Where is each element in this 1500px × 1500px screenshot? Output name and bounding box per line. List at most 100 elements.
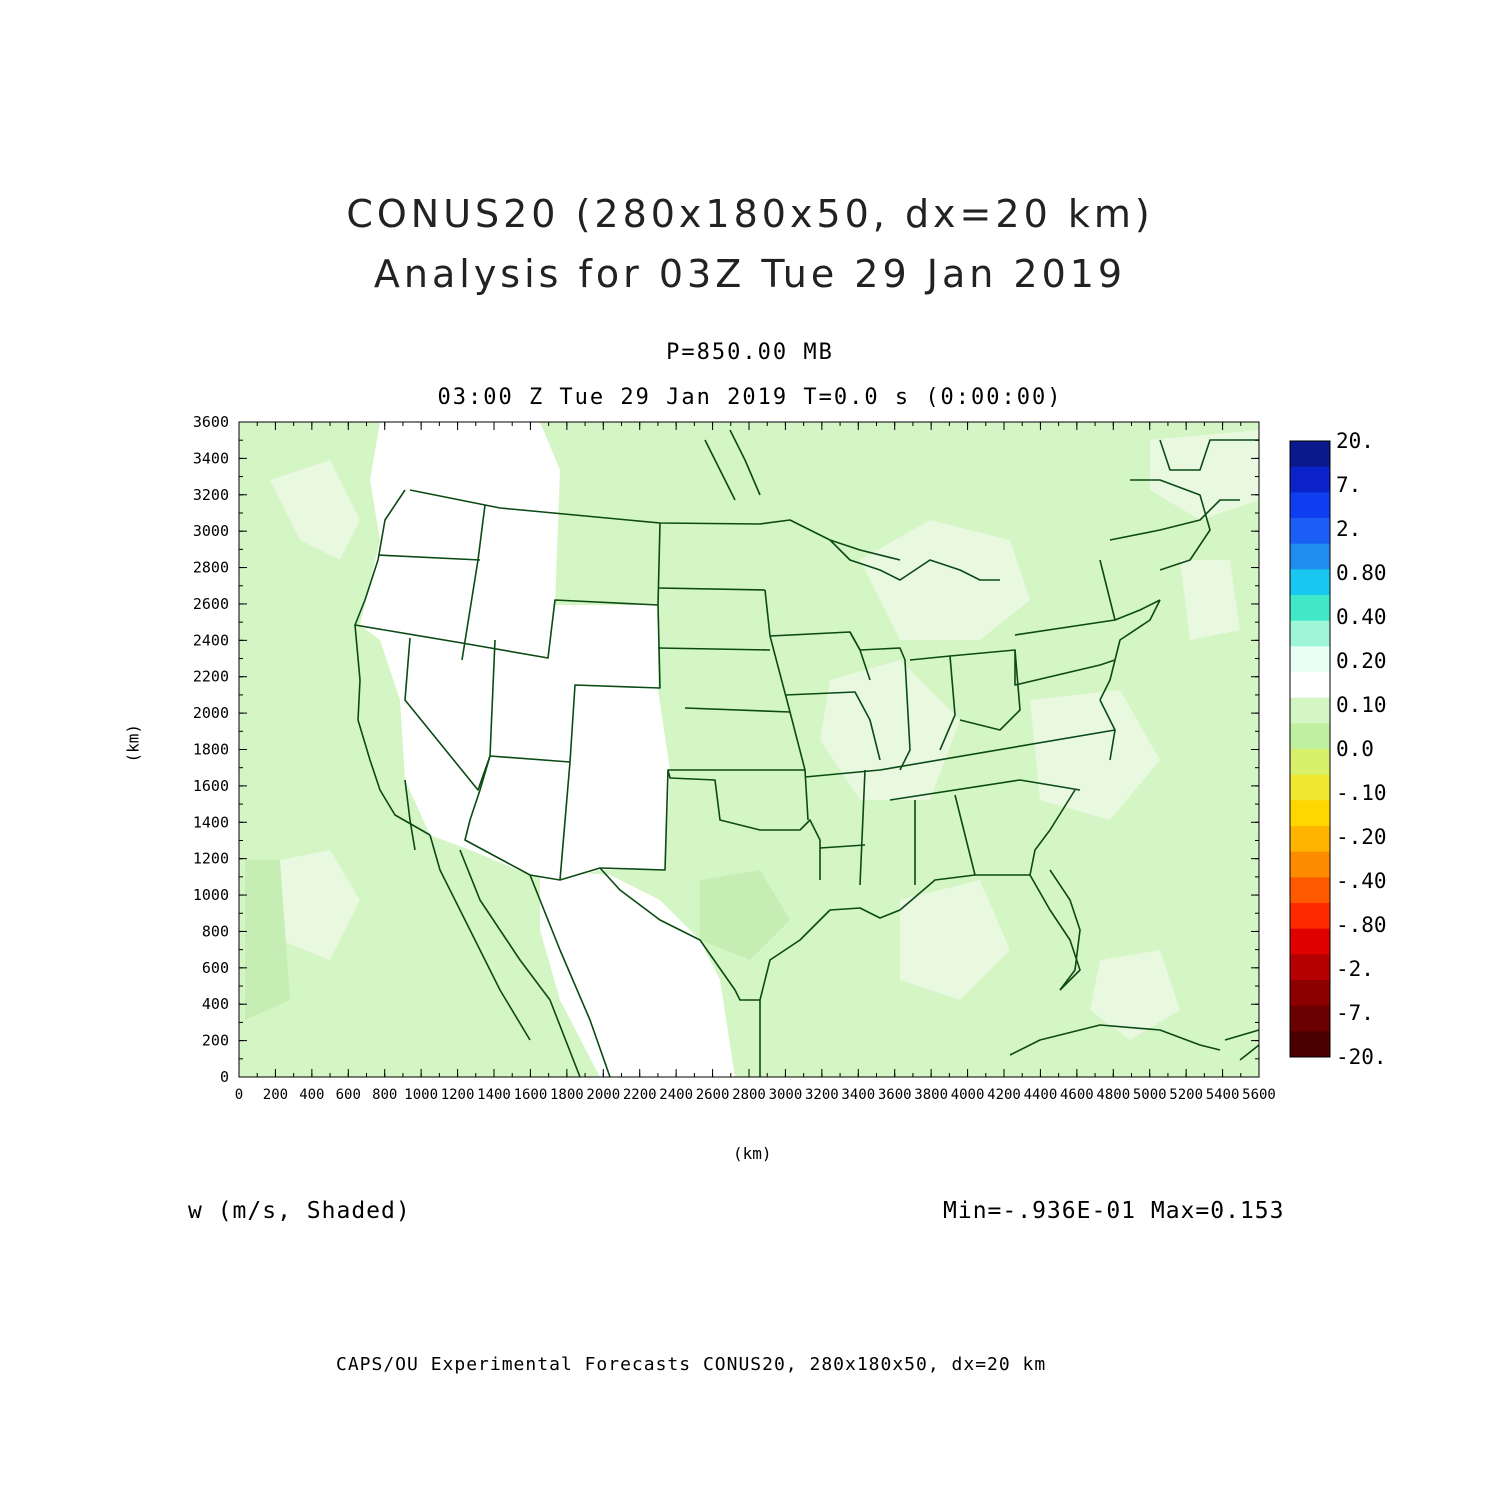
min-max-label: Min=-.936E-01 Max=0.153 bbox=[943, 1198, 1285, 1224]
colorbar-swatch bbox=[1290, 774, 1330, 801]
x-tick-label: 1400 bbox=[477, 1087, 511, 1103]
x-tick-label: 4600 bbox=[1060, 1087, 1094, 1103]
colorbar-label: 0.40 bbox=[1336, 605, 1387, 629]
colorbar-swatch bbox=[1290, 1005, 1330, 1032]
colorbar-swatch bbox=[1290, 877, 1330, 904]
x-tick-label: 4000 bbox=[951, 1087, 985, 1103]
y-tick-label: 3600 bbox=[193, 413, 229, 431]
x-tick-label: 600 bbox=[336, 1087, 361, 1103]
y-axis-ticks: 0 200 400 600 800 1000 1200 1400 1600 1800 2000 220… bbox=[193, 413, 1259, 1086]
x-tick-label: 2800 bbox=[732, 1087, 766, 1103]
colorbar-border bbox=[1289, 440, 1331, 1058]
title-line-1: CONUS20 (280x180x50, dx=20 km) bbox=[346, 192, 1154, 236]
colorbar-swatch bbox=[1290, 672, 1330, 699]
x-tick-label: 5400 bbox=[1206, 1087, 1240, 1103]
colorbar-swatch bbox=[1290, 466, 1330, 493]
colorbar-label: -2. bbox=[1336, 957, 1374, 981]
boundary-lines bbox=[354, 429, 1260, 1078]
shaded-field bbox=[245, 422, 1259, 1077]
y-tick-label: 2200 bbox=[193, 668, 229, 686]
x-tick-label: 0 bbox=[235, 1087, 243, 1103]
colorbar-label: 0.10 bbox=[1336, 693, 1387, 717]
colorbar-swatch bbox=[1290, 954, 1330, 981]
x-tick-label: 1200 bbox=[441, 1087, 475, 1103]
x-tick-label: 3400 bbox=[841, 1087, 875, 1103]
x-tick-label: 3000 bbox=[769, 1087, 803, 1103]
x-tick-label: 200 bbox=[263, 1087, 288, 1103]
y-tick-label: 400 bbox=[202, 995, 229, 1013]
colorbar-label: 2. bbox=[1336, 517, 1361, 541]
colorbar-swatch bbox=[1290, 595, 1330, 622]
y-tick-label: 1800 bbox=[193, 741, 229, 759]
pressure-level: P=850.00 MB bbox=[666, 340, 834, 365]
colorbar-swatch bbox=[1290, 723, 1330, 750]
colorbar-swatch bbox=[1290, 697, 1330, 724]
colorbar-swatch bbox=[1290, 518, 1330, 545]
colorbar-label: 0.20 bbox=[1336, 649, 1387, 673]
y-tick-label: 1000 bbox=[193, 886, 229, 904]
x-tick-label: 3600 bbox=[878, 1087, 912, 1103]
y-tick-label: 200 bbox=[202, 1032, 229, 1050]
y-tick-label: 0 bbox=[220, 1068, 229, 1086]
x-tick-label: 2600 bbox=[696, 1087, 730, 1103]
colorbar-swatch bbox=[1290, 980, 1330, 1007]
valid-time: 03:00 Z Tue 29 Jan 2019 T=0.0 s (0:00:00… bbox=[437, 385, 1063, 410]
colorbar-label: 0.0 bbox=[1336, 737, 1374, 761]
colorbar-swatch bbox=[1290, 851, 1330, 878]
colorbar-label: 20. bbox=[1336, 429, 1374, 453]
y-tick-label: 2800 bbox=[193, 559, 229, 577]
colorbar-swatch bbox=[1290, 1031, 1330, 1058]
x-tick-label: 2000 bbox=[586, 1087, 620, 1103]
y-tick-label: 2000 bbox=[193, 704, 229, 722]
colorbar: 20. 7. 2. 0.80 0.40 0.20 0.10 0.0 -.10 -.20 -.40 -.… bbox=[1289, 429, 1387, 1069]
x-tick-label: 3200 bbox=[805, 1087, 839, 1103]
colorbar-swatch bbox=[1290, 543, 1330, 570]
plot-border bbox=[238, 421, 1260, 1078]
x-tick-label: 1600 bbox=[514, 1087, 548, 1103]
colorbar-swatch bbox=[1290, 492, 1330, 519]
y-tick-label: 2600 bbox=[193, 595, 229, 613]
x-axis-ticks: 0 200 400 600 800 1000 1200 1400 1600 1800 2000 220… bbox=[235, 422, 1276, 1103]
x-tick-label: 400 bbox=[299, 1087, 324, 1103]
y-tick-label: 800 bbox=[202, 922, 229, 940]
y-axis-label: (km) bbox=[123, 723, 143, 763]
x-tick-label: 1000 bbox=[404, 1087, 438, 1103]
x-tick-label: 5600 bbox=[1242, 1087, 1276, 1103]
colorbar-swatch bbox=[1290, 646, 1330, 673]
colorbar-swatch bbox=[1290, 826, 1330, 853]
title-line-2: Analysis for 03Z Tue 29 Jan 2019 bbox=[373, 252, 1127, 296]
x-tick-label: 4800 bbox=[1096, 1087, 1130, 1103]
y-tick-label: 2400 bbox=[193, 631, 229, 649]
colorbar-label: 0.80 bbox=[1336, 561, 1387, 585]
colorbar-swatch bbox=[1290, 569, 1330, 596]
colorbar-swatch bbox=[1290, 800, 1330, 827]
colorbar-label: -7. bbox=[1336, 1001, 1374, 1025]
y-tick-label: 1600 bbox=[193, 777, 229, 795]
colorbar-swatch bbox=[1290, 928, 1330, 955]
x-tick-label: 3800 bbox=[914, 1087, 948, 1103]
x-tick-label: 4400 bbox=[1024, 1087, 1058, 1103]
colorbar-label: 7. bbox=[1336, 473, 1361, 497]
field-label: w (m/s, Shaded) bbox=[188, 1198, 411, 1224]
colorbar-label: -.80 bbox=[1336, 913, 1387, 937]
x-tick-label: 5000 bbox=[1133, 1087, 1167, 1103]
x-tick-label: 5200 bbox=[1169, 1087, 1203, 1103]
credit-line: CAPS/OU Experimental Forecasts CONUS20, … bbox=[336, 1354, 1047, 1375]
x-tick-label: 2400 bbox=[659, 1087, 693, 1103]
colorbar-swatch bbox=[1290, 441, 1330, 468]
x-tick-label: 2200 bbox=[623, 1087, 657, 1103]
x-axis-label: (km) bbox=[733, 1144, 772, 1163]
y-tick-label: 600 bbox=[202, 959, 229, 977]
colorbar-label: -.20 bbox=[1336, 825, 1387, 849]
y-tick-label: 3000 bbox=[193, 522, 229, 540]
colorbar-label: -.40 bbox=[1336, 869, 1387, 893]
y-tick-label: 3400 bbox=[193, 449, 229, 467]
x-tick-label: 1800 bbox=[550, 1087, 584, 1103]
colorbar-label: -.10 bbox=[1336, 781, 1387, 805]
colorbar-swatch bbox=[1290, 620, 1330, 647]
y-tick-label: 1200 bbox=[193, 850, 229, 868]
colorbar-swatch bbox=[1290, 749, 1330, 776]
y-tick-label: 3200 bbox=[193, 486, 229, 504]
x-tick-label: 800 bbox=[372, 1087, 397, 1103]
